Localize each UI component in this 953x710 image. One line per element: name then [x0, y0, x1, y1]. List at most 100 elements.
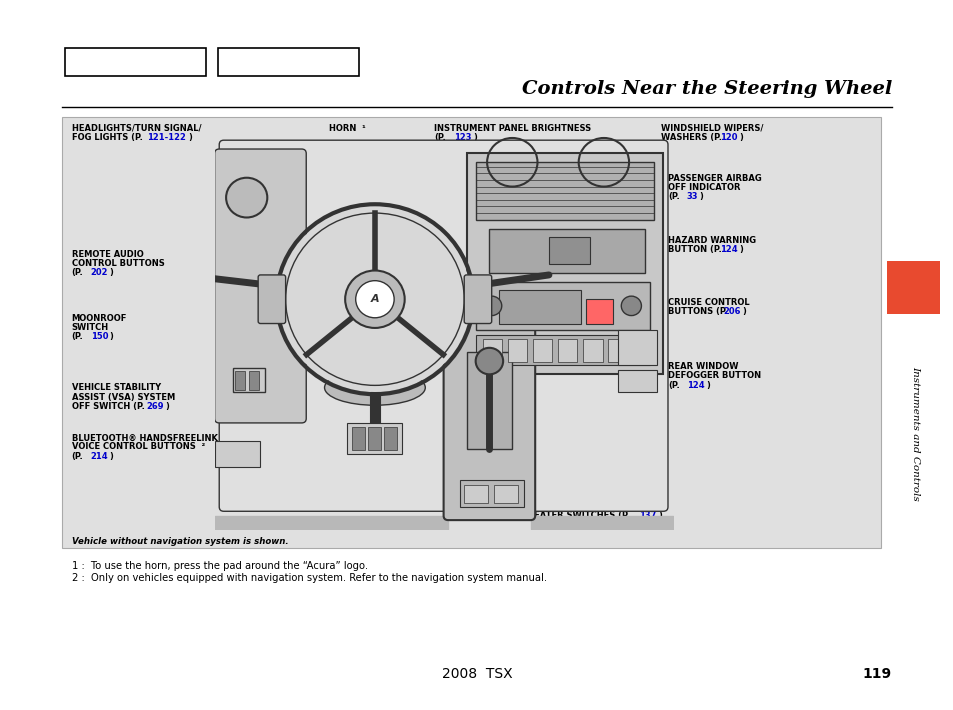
Text: ): ) [473, 133, 476, 142]
Bar [585, 299, 613, 324]
FancyBboxPatch shape [464, 275, 491, 324]
Text: SEAT HEATER SWITCHES (P.: SEAT HEATER SWITCHES (P. [500, 511, 629, 520]
Text: 214: 214 [91, 452, 108, 461]
Text: 119: 119 [862, 667, 891, 682]
FancyBboxPatch shape [258, 275, 285, 324]
Bar [476, 282, 649, 330]
Text: 123: 123 [454, 133, 471, 142]
Text: BUTTONS (P.: BUTTONS (P. [667, 307, 727, 317]
Bar [466, 352, 512, 449]
Text: 269: 269 [146, 402, 163, 411]
Circle shape [345, 271, 404, 328]
FancyBboxPatch shape [217, 48, 358, 76]
Text: (P.: (P. [667, 381, 679, 390]
Text: DEFOGGER BUTTON: DEFOGGER BUTTON [667, 371, 760, 381]
Bar [886, 261, 939, 314]
Text: VOICE CONTROL BUTTONS  ²: VOICE CONTROL BUTTONS ² [71, 442, 205, 452]
Text: 71, 72: 71, 72 [409, 484, 438, 493]
Text: ): ) [699, 192, 702, 202]
Bar [498, 290, 580, 324]
Text: REMOTE AUDIO: REMOTE AUDIO [71, 250, 143, 259]
Text: PASSENGER AIRBAG: PASSENGER AIRBAG [667, 174, 760, 183]
Bar [494, 485, 517, 503]
FancyBboxPatch shape [443, 312, 535, 520]
Text: OFF SWITCH (P.: OFF SWITCH (P. [71, 402, 144, 411]
Text: ): ) [658, 511, 661, 520]
FancyBboxPatch shape [65, 48, 206, 76]
Text: (P.: (P. [667, 192, 679, 202]
Text: STEERING WHEEL: STEERING WHEEL [314, 430, 396, 439]
Circle shape [226, 178, 267, 217]
Bar [608, 339, 627, 362]
Text: (P.: (P. [71, 452, 83, 461]
Text: ): ) [410, 439, 414, 448]
Text: 121-122: 121-122 [147, 133, 186, 142]
Text: 2008  TSX: 2008 TSX [441, 667, 512, 682]
Bar [558, 339, 577, 362]
Text: 124: 124 [686, 381, 703, 390]
Bar [533, 339, 552, 362]
Text: MULTI-INFORMATION: MULTI-INFORMATION [351, 474, 448, 484]
Bar [352, 427, 364, 450]
Text: OFF INDICATOR: OFF INDICATOR [667, 183, 740, 192]
Bar [617, 370, 656, 392]
Text: HORN  ¹: HORN ¹ [329, 124, 366, 133]
Bar [476, 334, 649, 366]
Bar [459, 481, 523, 507]
Text: WINDSHIELD WIPERS/: WINDSHIELD WIPERS/ [660, 124, 762, 133]
Bar [62, 117, 880, 548]
Text: CONTROL BUTTONS: CONTROL BUTTONS [71, 259, 164, 268]
Text: ): ) [110, 268, 113, 278]
Text: 150: 150 [91, 332, 108, 342]
Text: (P.: (P. [71, 268, 83, 278]
Text: (P.: (P. [71, 332, 83, 342]
Text: ): ) [444, 484, 448, 493]
Text: ASSIST (VSA) SYSTEM: ASSIST (VSA) SYSTEM [71, 393, 174, 402]
Text: BLUETOOTH® HANDSFREELINK® BUTTONS/: BLUETOOTH® HANDSFREELINK® BUTTONS/ [71, 433, 276, 442]
Text: ): ) [739, 245, 742, 254]
Bar [214, 441, 260, 467]
Text: ): ) [739, 133, 742, 142]
Text: CRUISE CONTROL: CRUISE CONTROL [667, 298, 749, 307]
Text: ADJUSTMENT (P.: ADJUSTMENT (P. [314, 439, 391, 448]
Text: ): ) [110, 452, 113, 461]
Circle shape [476, 348, 502, 374]
Text: ): ) [705, 381, 709, 390]
Text: FOG LIGHTS (P.: FOG LIGHTS (P. [71, 133, 142, 142]
Text: 137: 137 [639, 511, 656, 520]
Bar [249, 371, 259, 390]
Bar [235, 371, 245, 390]
Text: BUTTON (P.: BUTTON (P. [667, 245, 720, 254]
Text: 120: 120 [720, 133, 737, 142]
Bar [476, 163, 654, 219]
Text: REAR WINDOW: REAR WINDOW [667, 362, 738, 371]
Text: VEHICLE STABILITY: VEHICLE STABILITY [71, 383, 160, 393]
Text: HEADLIGHTS/TURN SIGNAL/: HEADLIGHTS/TURN SIGNAL/ [71, 124, 201, 133]
Bar [507, 339, 526, 362]
Text: 33: 33 [686, 192, 698, 202]
Text: HAZARD WARNING: HAZARD WARNING [667, 236, 755, 245]
Text: BUTTONS (P.: BUTTONS (P. [351, 484, 411, 493]
Text: Vehicle without navigation system is shown.: Vehicle without navigation system is sho… [71, 537, 288, 547]
FancyBboxPatch shape [214, 149, 306, 423]
Bar [384, 427, 396, 450]
Text: 1 :  To use the horn, press the pad around the “Acura” logo.: 1 : To use the horn, press the pad aroun… [71, 561, 367, 571]
Bar [368, 427, 380, 450]
Text: INSTRUMENT PANEL BRIGHTNESS: INSTRUMENT PANEL BRIGHTNESS [434, 124, 591, 133]
Text: 124: 124 [720, 245, 737, 254]
Bar [489, 229, 644, 273]
Text: SWITCH: SWITCH [71, 323, 109, 332]
Circle shape [278, 207, 471, 392]
Text: 202: 202 [91, 268, 108, 278]
Text: A: A [370, 294, 379, 304]
Text: 125: 125 [391, 439, 408, 448]
Bar [582, 339, 602, 362]
Text: 206: 206 [722, 307, 740, 317]
Text: ): ) [165, 402, 169, 411]
Text: MOONROOF: MOONROOF [71, 314, 127, 323]
Circle shape [620, 296, 640, 315]
Text: (P.: (P. [434, 133, 445, 142]
FancyBboxPatch shape [219, 140, 667, 511]
Bar [347, 423, 402, 454]
Circle shape [481, 296, 501, 315]
